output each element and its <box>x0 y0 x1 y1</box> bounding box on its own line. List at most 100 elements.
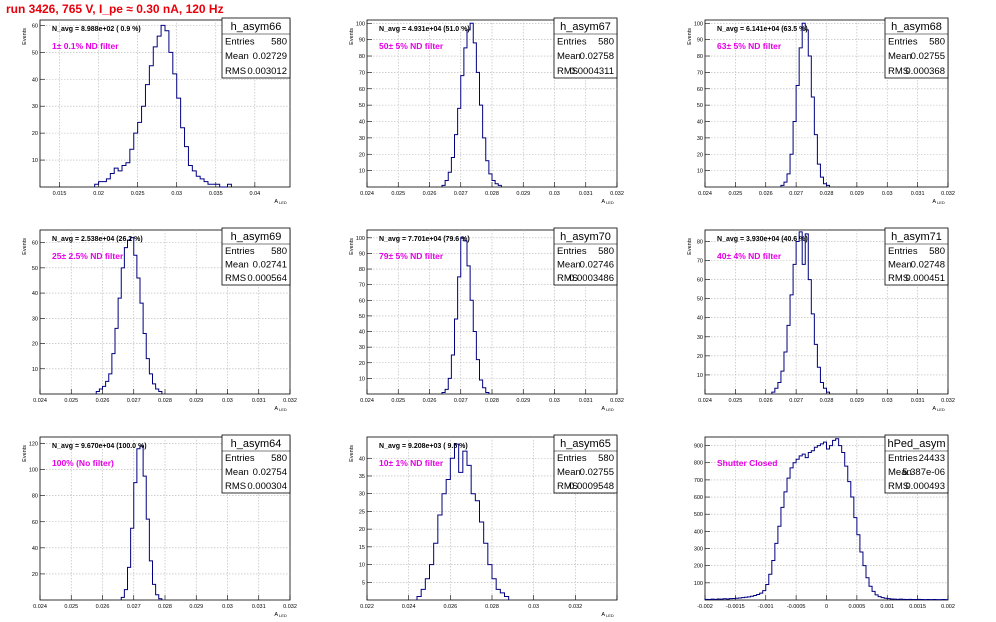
y-tick-label: 100 <box>356 236 365 242</box>
x-axis-label-subscript: LED <box>606 407 614 412</box>
histogram-series-h_asym68 <box>780 22 831 187</box>
stats-box-frame <box>221 17 291 79</box>
x-tick-label: 0.03 <box>549 191 560 197</box>
x-tick-label: 0.032 <box>941 398 955 404</box>
stats-value: 580 <box>271 453 287 464</box>
y-tick-label: 90 <box>697 38 703 44</box>
stats-label: Entries <box>225 246 255 257</box>
y-tick-label: 70 <box>359 70 365 76</box>
y-tick-label: 90 <box>359 38 365 44</box>
histogram-pad-h_asym64: 0.024 0.025 0.026 0.027 0.028 0.029 0.03 0.031 0… <box>22 434 297 618</box>
x-tick-label: 0.028 <box>158 398 172 404</box>
x-tick-label: 0.026 <box>443 604 457 610</box>
histogram-name: h_asym69 <box>231 231 282 243</box>
stats-box-frame <box>884 434 949 494</box>
histogram-name: h_asym71 <box>891 231 942 243</box>
stats-value: 0.003012 <box>247 66 287 77</box>
stats-label: Entries <box>888 246 918 257</box>
stats-value: 0.000493 <box>905 481 945 492</box>
histogram-name: h_asym65 <box>560 438 611 450</box>
stats-label: Mean <box>557 467 581 478</box>
histogram-name: hPed_asym <box>887 438 945 450</box>
stats-label: RMS <box>557 481 578 492</box>
histogram-name: h_asym68 <box>891 21 942 33</box>
x-tick-label: 0.031 <box>579 398 593 404</box>
y-tick-label: 800 <box>694 461 703 467</box>
x-tick-label: 0.031 <box>252 398 266 404</box>
stats-label: RMS <box>225 66 246 77</box>
y-tick-label: 40 <box>32 291 38 297</box>
x-tick-label: 0.025 <box>64 604 78 610</box>
stats-label: Entries <box>557 246 587 257</box>
y-tick-label: 40 <box>697 316 703 322</box>
x-tick-label: 0.028 <box>820 191 834 197</box>
histogram-pad-h_asym69: 0.024 0.025 0.026 0.027 0.028 0.029 0.03 0.031 0… <box>22 227 297 412</box>
x-axis-label-subscript: LED <box>937 200 945 205</box>
y-tick-label: 60 <box>32 520 38 526</box>
x-tick-label: 0.027 <box>789 398 803 404</box>
x-tick-label: 0.025 <box>64 398 78 404</box>
stats-label: Mean <box>888 467 912 478</box>
x-tick-label: 0.031 <box>579 191 593 197</box>
stats-box-frame <box>553 434 618 494</box>
stats-label: Mean <box>888 260 912 271</box>
x-tick-label: 0.001 <box>880 604 894 610</box>
y-tick-label: 10 <box>359 376 365 382</box>
x-tick-label: 0.029 <box>516 398 530 404</box>
x-tick-label: 0.029 <box>850 191 864 197</box>
y-tick-label: 60 <box>359 87 365 93</box>
x-tick-label: 0.025 <box>728 191 742 197</box>
navg-annotation: N_avg = 2.538e+04 (26.2 %) <box>52 236 143 243</box>
stats-label: RMS <box>888 273 909 284</box>
stats-box-frame <box>553 17 618 79</box>
x-axis-label: A <box>274 199 278 205</box>
histogram-series-h_asym70 <box>441 237 490 394</box>
x-tick-label: 0.03 <box>549 398 560 404</box>
stats-value: 580 <box>929 37 945 48</box>
stats-box-h_asym66: h_asym66 Entries 580 Mean 0.02729 RMS 0.003012 <box>221 17 291 79</box>
y-tick-label: 120 <box>29 442 38 448</box>
x-tick-label: 0.024 <box>402 604 416 610</box>
stats-box-h_asym70: h_asym70 Entries 580 Mean0.02746RMS0.000348… <box>553 227 618 286</box>
y-tick-label: 50 <box>697 297 703 303</box>
histogram-pad-h_asym68: 0.024 0.025 0.026 0.027 0.028 0.029 0.03 0.031 0… <box>687 17 955 205</box>
histogram-pad-h_asym67: 0.024 0.025 0.026 0.027 0.028 0.029 0.03 0.031 0… <box>349 17 624 205</box>
x-axis-label: A <box>601 199 605 205</box>
y-tick-label: 10 <box>359 169 365 175</box>
y-tick-label: 5 <box>362 580 365 586</box>
x-tick-label: 0.027 <box>127 398 141 404</box>
stats-value: 0.02741 <box>253 260 287 271</box>
y-tick-label: 50 <box>32 50 38 56</box>
y-tick-label: 50 <box>359 314 365 320</box>
y-tick-label: 500 <box>694 512 703 518</box>
x-tick-label: 0.03 <box>222 398 233 404</box>
x-tick-label: 0.015 <box>53 191 67 197</box>
stats-value: 24433 <box>919 453 945 464</box>
x-tick-label: 0.027 <box>454 191 468 197</box>
histogram-name: h_asym66 <box>231 21 282 33</box>
stats-label: Mean <box>557 260 581 271</box>
y-axis-label: Events <box>349 445 355 462</box>
stats-box-h_asym64: h_asym64 Entries 580 Mean 0.02754 RMS 0.000304 <box>221 434 291 494</box>
y-tick-label: 10 <box>697 373 703 379</box>
stats-value: 0.000564 <box>247 273 287 284</box>
x-tick-label: 0.031 <box>252 604 266 610</box>
x-tick-label: 0.032 <box>610 398 624 404</box>
y-axis-label: Events <box>349 238 355 255</box>
stats-value: 0.000451 <box>905 273 945 284</box>
x-axis-label-subscript: LED <box>279 613 287 618</box>
stats-label: RMS <box>888 481 909 492</box>
histogram-name: h_asym64 <box>231 438 282 450</box>
y-axis-label: Events <box>349 28 355 45</box>
x-tick-label: -0.0005 <box>787 604 806 610</box>
stats-label: Mean <box>225 260 249 271</box>
stats-label: RMS <box>225 481 246 492</box>
navg-annotation: N_avg = 9.670e+04 (100.0 %) <box>52 443 147 450</box>
stats-box-frame <box>221 434 291 494</box>
filter-annotation: 10± 1% ND filter <box>379 458 444 468</box>
y-tick-label: 50 <box>32 266 38 272</box>
x-tick-label: 0.0005 <box>848 604 865 610</box>
